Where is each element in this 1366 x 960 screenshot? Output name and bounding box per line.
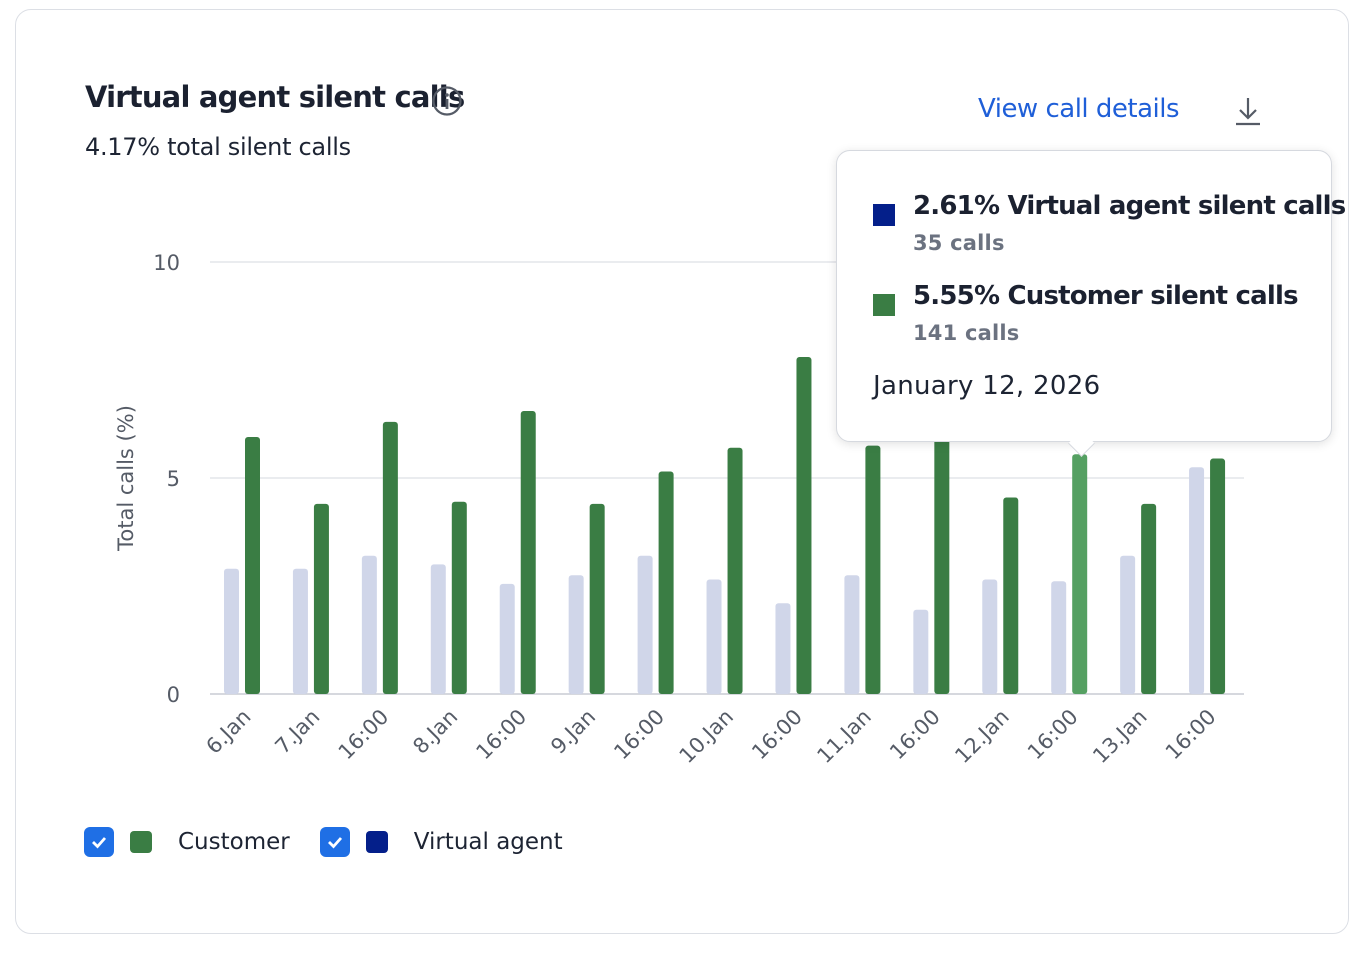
bar-customer: [658, 471, 674, 694]
x-tick-label: 7.Jan: [270, 705, 324, 759]
bar-customer: [245, 436, 260, 694]
bar-virtual-agent: [706, 579, 722, 694]
bar-virtual-agent: [292, 568, 308, 694]
card-title: Virtual agent silent calls: [85, 80, 465, 114]
bar-virtual-agent: [1120, 555, 1136, 694]
legend-swatch-customer: [130, 831, 152, 853]
bar-customer: [589, 503, 605, 694]
bar-virtual-agent: [913, 609, 929, 694]
x-tick-label: 11.Jan: [812, 705, 875, 768]
bar-virtual-agent: [982, 579, 998, 694]
y-tick-label: 5: [167, 467, 180, 491]
bar-virtual-agent: [224, 568, 239, 694]
bar-customer: [451, 501, 467, 694]
view-call-details-link[interactable]: View call details: [978, 94, 1180, 124]
bar-customer: [1003, 497, 1019, 694]
bar-virtual-agent: [1189, 467, 1205, 694]
y-tick-label: 0: [167, 683, 180, 707]
bar-virtual-agent: [637, 555, 653, 694]
bar-customer: [520, 411, 536, 694]
legend-item-virtual-agent[interactable]: Virtual agent: [319, 827, 563, 857]
x-tick-label: 10.Jan: [675, 705, 738, 768]
tooltip-label-virtual-agent: 2.61% Virtual agent silent calls: [913, 191, 1346, 221]
bar-virtual-agent: [844, 575, 860, 694]
legend-swatch-virtual-agent: [365, 831, 388, 853]
legend-label-virtual-agent: Virtual agent: [413, 829, 563, 855]
chart-tooltip: 2.61% Virtual agent silent calls 35 call…: [836, 150, 1346, 442]
x-tick-label: 6.Jan: [201, 705, 255, 759]
bar-customer: [313, 503, 329, 694]
bar-virtual-agent: [775, 603, 791, 694]
x-tick-label: 16:00: [747, 705, 807, 765]
legend-item-customer[interactable]: Customer: [84, 827, 290, 857]
legend-label-customer: Customer: [178, 829, 290, 855]
tooltip-label-customer: 5.55% Customer silent calls: [913, 281, 1299, 311]
bar-customer: [1141, 503, 1157, 694]
bar-customer: [934, 426, 950, 694]
info-icon[interactable]: [431, 85, 463, 117]
y-tick-label: 10: [153, 251, 180, 275]
bar-virtual-agent: [1051, 581, 1067, 694]
tooltip-calls-virtual-agent: 35 calls: [913, 231, 1005, 255]
checkmark-icon: [327, 837, 342, 849]
x-tick-label: 16:00: [1023, 705, 1083, 765]
bar-customer: [382, 421, 398, 694]
card-subtitle: 4.17% total silent calls: [85, 133, 351, 161]
x-tick-label: 12.Jan: [950, 705, 1013, 768]
download-icon[interactable]: [1233, 94, 1263, 128]
x-tick-label: 16:00: [885, 705, 945, 765]
x-tick-label: 16:00: [471, 705, 531, 765]
chart-legend: Customer Virtual agent: [84, 827, 593, 857]
x-tick-label: 13.Jan: [1088, 705, 1151, 768]
bar-virtual-agent: [430, 564, 446, 694]
bar-customer: [1072, 454, 1088, 694]
x-tick-label: 16:00: [1161, 705, 1221, 765]
tooltip-calls-customer: 141 calls: [913, 321, 1020, 345]
bar-customer: [727, 447, 743, 694]
bar-customer: [796, 357, 812, 694]
x-tick-label: 16:00: [609, 705, 669, 765]
checkmark-icon: [92, 837, 107, 849]
tooltip-swatch-customer: [873, 294, 895, 316]
bar-customer: [865, 445, 881, 694]
bar-virtual-agent: [499, 583, 515, 694]
legend-checkbox-customer[interactable]: [84, 827, 114, 857]
y-axis-label: Total calls (%): [114, 405, 138, 552]
legend-checkbox-virtual-agent[interactable]: [319, 827, 350, 857]
x-tick-label: 9.Jan: [546, 705, 600, 759]
x-tick-label: 8.Jan: [408, 705, 462, 759]
bar-virtual-agent: [568, 575, 584, 694]
tooltip-date: January 12, 2026: [873, 371, 1101, 401]
x-tick-label: 16:00: [334, 705, 394, 765]
bar-virtual-agent: [361, 555, 377, 694]
bar-customer: [1210, 458, 1226, 694]
tooltip-swatch-virtual-agent: [873, 204, 895, 226]
